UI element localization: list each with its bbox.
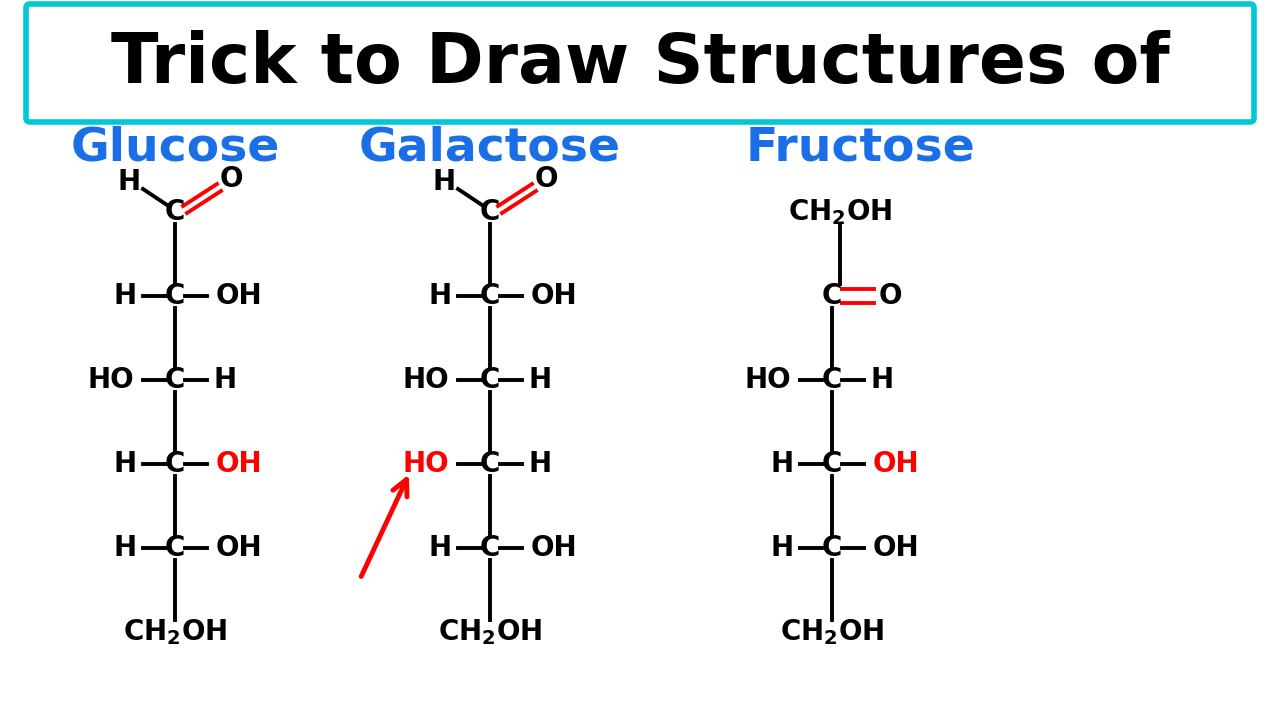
Text: H: H <box>214 366 237 394</box>
Text: Fructose: Fructose <box>745 125 975 171</box>
Text: Trick to Draw Structures of: Trick to Draw Structures of <box>110 30 1170 96</box>
Text: H: H <box>429 282 452 310</box>
Text: C: C <box>165 534 186 562</box>
Text: $\mathbf{CH_2OH}$: $\mathbf{CH_2OH}$ <box>780 617 884 647</box>
Text: O: O <box>878 282 901 310</box>
Text: C: C <box>480 366 500 394</box>
Text: OH: OH <box>531 534 577 562</box>
Text: C: C <box>480 450 500 478</box>
Text: OH: OH <box>873 534 919 562</box>
Text: $\mathbf{CH_2OH}$: $\mathbf{CH_2OH}$ <box>438 617 543 647</box>
Text: C: C <box>480 198 500 226</box>
Text: C: C <box>822 534 842 562</box>
Text: C: C <box>165 282 186 310</box>
Text: HO: HO <box>403 366 449 394</box>
Text: C: C <box>822 450 842 478</box>
Text: C: C <box>480 282 500 310</box>
Text: OH: OH <box>216 450 262 478</box>
Text: HO: HO <box>88 366 134 394</box>
Text: H: H <box>114 282 137 310</box>
Text: H: H <box>429 534 452 562</box>
Text: H: H <box>118 168 141 196</box>
Text: OH: OH <box>216 282 262 310</box>
Text: HO: HO <box>403 450 449 478</box>
Text: C: C <box>822 366 842 394</box>
Text: H: H <box>433 168 456 196</box>
Text: C: C <box>822 282 842 310</box>
Text: C: C <box>165 198 186 226</box>
Text: H: H <box>114 534 137 562</box>
Text: $\mathbf{CH_2OH}$: $\mathbf{CH_2OH}$ <box>123 617 228 647</box>
Text: O: O <box>219 165 243 193</box>
Text: H: H <box>870 366 893 394</box>
Text: H: H <box>771 450 794 478</box>
Text: H: H <box>771 534 794 562</box>
Text: C: C <box>165 450 186 478</box>
Text: H: H <box>114 450 137 478</box>
FancyBboxPatch shape <box>26 4 1254 122</box>
Text: OH: OH <box>216 534 262 562</box>
Text: H: H <box>529 450 552 478</box>
Text: Galactose: Galactose <box>358 125 621 171</box>
Text: O: O <box>534 165 558 193</box>
Text: HO: HO <box>745 366 791 394</box>
Text: Glucose: Glucose <box>70 125 280 171</box>
Text: OH: OH <box>531 282 577 310</box>
Text: H: H <box>529 366 552 394</box>
Text: $\mathbf{CH_2OH}$: $\mathbf{CH_2OH}$ <box>787 197 892 227</box>
Text: C: C <box>480 534 500 562</box>
Text: OH: OH <box>873 450 919 478</box>
Text: C: C <box>165 366 186 394</box>
